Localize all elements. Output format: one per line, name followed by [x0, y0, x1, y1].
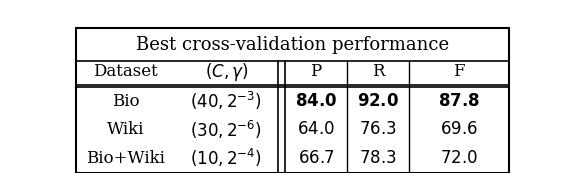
- Text: Best cross-validation performance: Best cross-validation performance: [136, 36, 449, 54]
- Text: $(10, 2^{-4})$: $(10, 2^{-4})$: [190, 147, 262, 169]
- Text: F: F: [453, 63, 465, 80]
- Text: Bio+Wiki: Bio+Wiki: [86, 150, 165, 167]
- Text: $69.6$: $69.6$: [440, 121, 478, 138]
- Text: $66.7$: $66.7$: [298, 150, 334, 167]
- Text: Dataset: Dataset: [93, 63, 158, 80]
- Text: Wiki: Wiki: [107, 121, 144, 138]
- Text: $\mathbf{92.0}$: $\mathbf{92.0}$: [357, 93, 399, 110]
- Text: $78.3$: $78.3$: [360, 150, 397, 167]
- Text: $64.0$: $64.0$: [297, 121, 335, 138]
- Text: $\mathbf{84.0}$: $\mathbf{84.0}$: [295, 93, 337, 110]
- Text: R: R: [372, 63, 385, 80]
- Text: $(C, \gamma)$: $(C, \gamma)$: [205, 61, 248, 83]
- Text: $(40, 2^{-3})$: $(40, 2^{-3})$: [190, 90, 262, 112]
- Text: Bio: Bio: [112, 93, 139, 110]
- Text: P: P: [310, 63, 321, 80]
- Text: $\mathbf{87.8}$: $\mathbf{87.8}$: [438, 93, 480, 110]
- Text: $(30, 2^{-6})$: $(30, 2^{-6})$: [190, 119, 262, 141]
- Text: $76.3$: $76.3$: [360, 121, 397, 138]
- Text: $72.0$: $72.0$: [440, 150, 478, 167]
